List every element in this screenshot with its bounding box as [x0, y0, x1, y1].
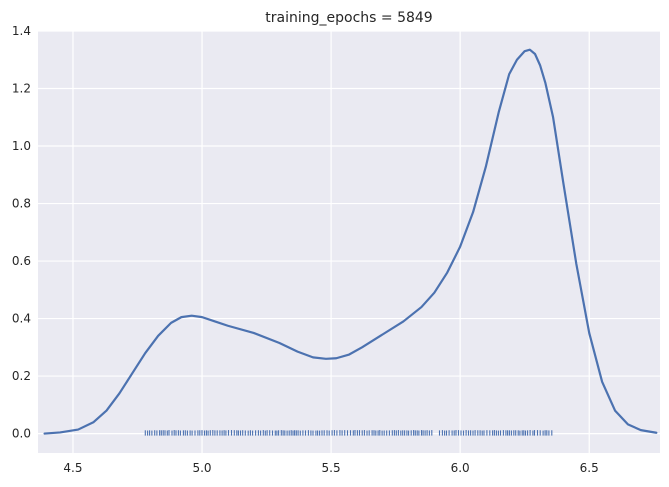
y-tick-label: 0.6 — [12, 254, 31, 268]
y-tick-label: 1.0 — [12, 139, 31, 153]
x-tick-label: 5.0 — [192, 461, 211, 475]
x-tick-label: 5.5 — [322, 461, 341, 475]
y-tick-label: 1.4 — [12, 24, 31, 38]
y-tick-label: 0.0 — [12, 427, 31, 441]
plot-background — [38, 31, 660, 453]
x-tick-label: 6.5 — [580, 461, 599, 475]
y-tick-label: 0.2 — [12, 369, 31, 383]
x-tick-label: 4.5 — [63, 461, 82, 475]
x-tick-label: 6.0 — [451, 461, 470, 475]
y-tick-label: 0.4 — [12, 312, 31, 326]
y-tick-label: 1.2 — [12, 82, 31, 96]
kde-series-line — [43, 48, 658, 435]
x-tick-labels: 4.5 5.0 5.5 6.0 6.5 — [63, 461, 598, 475]
y-tick-label: 0.8 — [12, 197, 31, 211]
y-tick-labels: 0.0 0.2 0.4 0.6 0.8 1.0 1.2 1.4 — [12, 24, 31, 441]
rug-marks — [144, 430, 553, 436]
chart-title: training_epochs = 5849 — [265, 10, 432, 26]
grid-lines — [38, 30, 660, 453]
